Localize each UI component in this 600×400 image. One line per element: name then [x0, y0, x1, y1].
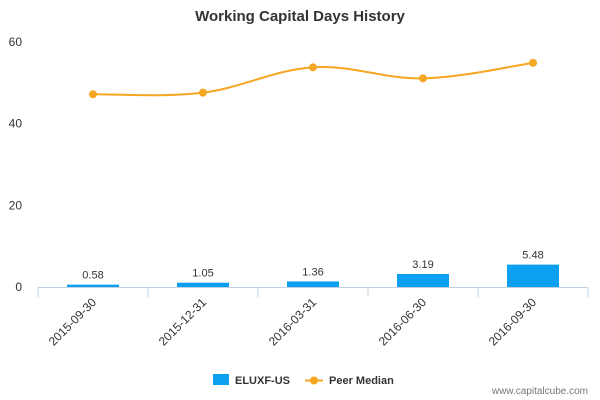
bar-data-label: 5.48: [522, 250, 543, 262]
legend-bar-label: ELUXF-US: [235, 375, 290, 387]
x-tick-label: 2015-09-30: [46, 295, 100, 349]
bar-data-label: 1.36: [302, 266, 323, 278]
bar-data-label: 0.58: [82, 270, 103, 282]
line-point: [309, 63, 317, 72]
line-point: [199, 88, 207, 97]
legend: ELUXF-US Peer Median: [213, 374, 394, 387]
x-tick-label: 2016-03-31: [266, 295, 320, 349]
y-tick-label: 20: [9, 198, 23, 212]
line-point: [529, 58, 537, 67]
x-tick-label: 2016-09-30: [486, 295, 540, 349]
watermark: www.capitalcube.com: [491, 386, 588, 397]
x-tick-label: 2015-12-31: [156, 295, 210, 349]
bar: [177, 282, 229, 287]
y-tick-label: 0: [15, 280, 22, 294]
bar-data-label: 3.19: [412, 259, 433, 271]
x-axis: 2015-09-30 2015-12-31 2016-03-31 2016-06-30…: [37, 287, 589, 349]
y-tick-label: 60: [9, 35, 23, 49]
line-point: [419, 74, 427, 83]
y-tick-label: 40: [9, 117, 23, 131]
bar: [507, 264, 559, 287]
legend-bar-swatch: [213, 374, 229, 385]
y-axis: 0 20 40 60: [9, 35, 23, 294]
bar-data-label: 1.05: [192, 268, 213, 280]
x-tick-label: 2016-06-30: [376, 295, 430, 349]
legend-line-label: Peer Median: [329, 375, 394, 387]
line-point: [89, 90, 97, 99]
bar: [67, 284, 119, 287]
chart-title: Working Capital Days History: [195, 8, 405, 25]
bar-series: 0.58 1.05 1.36 3.19 5.48: [67, 250, 559, 287]
line-series: [89, 58, 537, 99]
bar: [287, 281, 339, 287]
bar: [397, 273, 449, 287]
legend-line-marker: [310, 376, 318, 385]
